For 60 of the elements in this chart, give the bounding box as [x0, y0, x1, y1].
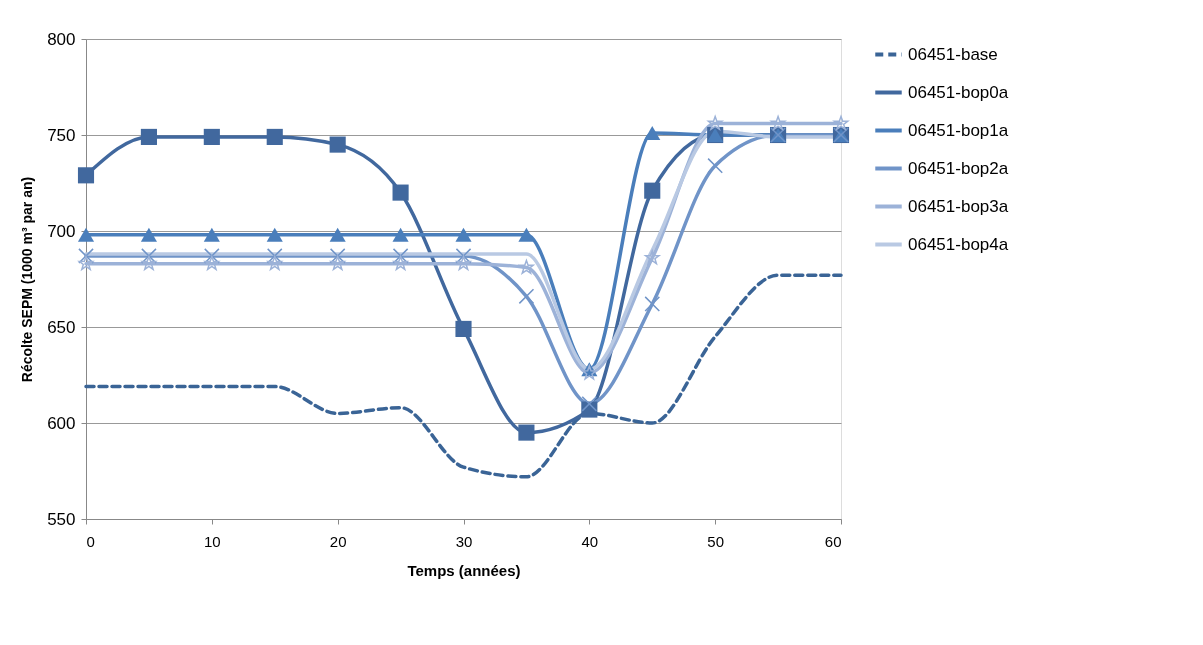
y-tick-label: 700 [47, 221, 76, 241]
point [266, 248, 283, 264]
x-tick-label: 60 [824, 532, 842, 550]
point [329, 248, 346, 264]
x-tick-label: 0 [86, 532, 95, 550]
point [329, 227, 346, 242]
point [204, 248, 220, 264]
point [707, 157, 723, 174]
point [455, 320, 472, 337]
legend-label: 06451-bop1a [908, 120, 1009, 140]
point [518, 288, 535, 305]
point [267, 255, 283, 271]
point [456, 255, 471, 271]
point [644, 296, 661, 312]
y-axis-title: Récolte SEPM (1000 m³ par an) [19, 176, 36, 383]
point [518, 227, 535, 242]
x-tick-label: 40 [581, 532, 599, 550]
x-tick-label: 30 [455, 532, 473, 550]
legend-label: 06451-bop2a [908, 158, 1009, 178]
legend-label: 06451-bop3a [908, 196, 1009, 216]
point [392, 248, 409, 264]
point [203, 227, 220, 242]
x-tick-label: 10 [203, 532, 221, 550]
x-tick-label: 50 [707, 532, 725, 550]
point [77, 227, 95, 242]
point [330, 255, 346, 271]
point [644, 182, 661, 199]
point [393, 255, 409, 271]
legend-label: 06451-bop0a [908, 82, 1009, 102]
point [833, 115, 849, 130]
point [141, 255, 157, 271]
x-tick-label: 20 [329, 532, 347, 550]
point [140, 128, 157, 145]
y-tick-label: 600 [47, 413, 76, 433]
legend-label: 06451-base [908, 44, 998, 64]
point [392, 227, 409, 242]
point [77, 167, 95, 184]
point [644, 250, 660, 265]
point [455, 248, 472, 264]
point [770, 115, 786, 130]
point [266, 227, 283, 242]
point [707, 115, 723, 130]
legend-label: 06451-bop4a [908, 234, 1009, 254]
point [329, 136, 346, 153]
point [581, 395, 598, 412]
y-tick-label: 650 [47, 317, 76, 337]
y-tick-label: 800 [47, 29, 76, 49]
point [203, 128, 220, 145]
point [392, 184, 409, 201]
point [518, 259, 534, 274]
point [455, 227, 472, 242]
y-tick-label: 750 [47, 125, 76, 145]
point [266, 128, 283, 145]
point [644, 126, 661, 141]
point [140, 227, 157, 242]
point [518, 424, 535, 441]
y-tick-label: 550 [47, 509, 76, 529]
x-axis-title: Temps (années) [407, 561, 521, 579]
point [78, 255, 94, 271]
point [204, 255, 220, 271]
